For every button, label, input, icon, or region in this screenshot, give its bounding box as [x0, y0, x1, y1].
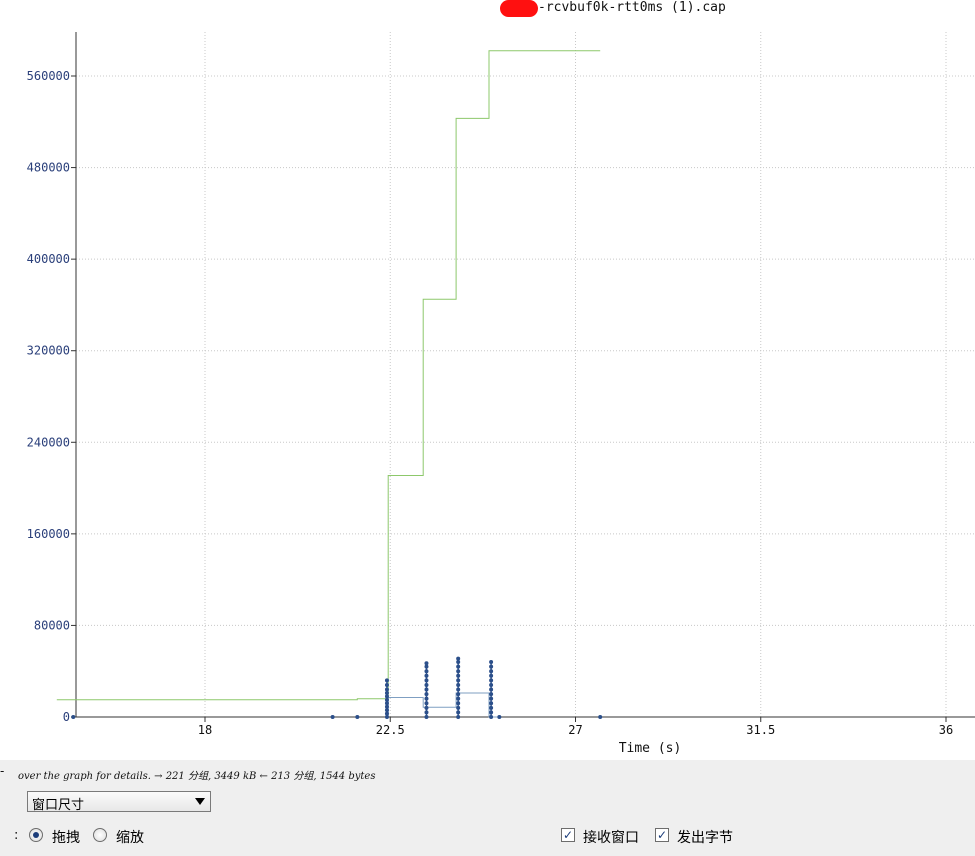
data-point [456, 687, 461, 692]
radio-drag-label[interactable]: 拖拽 [52, 830, 80, 846]
series-line-1 [387, 692, 500, 718]
data-point [456, 705, 461, 710]
row-prefix: : [14, 828, 19, 843]
data-point [598, 715, 603, 719]
data-point [424, 696, 429, 701]
series-layer [56, 50, 603, 719]
data-point [424, 701, 429, 706]
x-axis-title: Time (s) [619, 741, 682, 756]
data-point [456, 696, 461, 701]
x-tick-label: 18 [198, 723, 212, 737]
checkbox-bytes-out-label[interactable]: 发出字节 [677, 830, 733, 846]
data-point [497, 715, 502, 719]
y-tick-label: 480000 [27, 161, 70, 175]
data-point [424, 669, 429, 674]
data-point [384, 694, 389, 699]
data-point [489, 682, 494, 687]
data-point [489, 687, 494, 692]
data-point [489, 710, 494, 715]
x-tick-label: 27 [568, 723, 582, 737]
control-panel: - over the graph for details. → 221 分组, … [0, 760, 975, 856]
data-point [489, 701, 494, 706]
data-point [489, 660, 494, 665]
data-point [424, 705, 429, 710]
data-point [424, 682, 429, 687]
y-tick-label: 240000 [27, 435, 70, 449]
data-point [489, 669, 494, 674]
data-point [456, 710, 461, 715]
data-point [489, 696, 494, 701]
y-tick-label: 400000 [27, 252, 70, 266]
checkbox-rwin[interactable]: ✓ [561, 828, 575, 842]
graph-type-select[interactable]: 窗口尺寸 [27, 791, 211, 813]
axes [71, 32, 975, 722]
radio-zoom[interactable] [93, 828, 107, 842]
data-point [456, 682, 461, 687]
tick-labels: 18 22.5 27 31.5 36 0 80000 160000 240000 320000 40… [27, 69, 954, 737]
data-point [424, 715, 429, 719]
radio-zoom-label[interactable]: 缩放 [116, 830, 144, 846]
x-tick-label: 31.5 [746, 723, 775, 737]
data-point [456, 715, 461, 719]
x-tick-label: 22.5 [376, 723, 405, 737]
data-point [424, 678, 429, 683]
data-point [355, 715, 360, 719]
data-point [384, 690, 389, 695]
y-tick-label: 160000 [27, 527, 70, 541]
data-point [456, 669, 461, 674]
y-tick-label: 0 [63, 710, 70, 724]
data-point [71, 715, 76, 719]
data-point [384, 682, 389, 687]
data-point [330, 715, 335, 719]
data-point [456, 664, 461, 669]
data-point [384, 715, 389, 719]
data-point [489, 692, 494, 697]
redaction-mark [500, 0, 538, 17]
data-point [384, 697, 389, 702]
checkbox-rwin-label[interactable]: 接收窗口 [583, 830, 639, 846]
data-point [384, 711, 389, 716]
data-point [384, 678, 389, 683]
data-point [489, 705, 494, 710]
data-point [384, 708, 389, 713]
chart-title: -rcvbuf0k-rtt0ms (1).cap [538, 0, 726, 15]
data-point [489, 715, 494, 719]
data-point [489, 678, 494, 683]
hint-prefix: - [0, 764, 5, 778]
data-point [424, 661, 429, 666]
checkbox-bytes-out[interactable]: ✓ [655, 828, 669, 842]
x-tick-label: 36 [939, 723, 953, 737]
data-point [384, 687, 389, 692]
data-point [384, 704, 389, 709]
data-point [456, 692, 461, 697]
data-point [489, 673, 494, 678]
grid-lines [76, 32, 975, 717]
data-point [456, 656, 461, 661]
data-point [489, 664, 494, 669]
y-tick-label: 560000 [27, 69, 70, 83]
chart-area[interactable]: 18 22.5 27 31.5 36 0 80000 160000 240000 320000 40… [0, 0, 975, 760]
data-point [424, 687, 429, 692]
chevron-down-icon[interactable] [195, 798, 205, 805]
radio-drag[interactable] [29, 828, 43, 842]
hint-text: over the graph for details. → 221 分组, 34… [18, 771, 376, 782]
data-point [424, 710, 429, 715]
data-point [384, 701, 389, 706]
y-tick-label: 320000 [27, 344, 70, 358]
series-line-0 [56, 50, 601, 701]
data-point [456, 673, 461, 678]
data-point [424, 692, 429, 697]
data-point [456, 678, 461, 683]
graph-type-value: 窗口尺寸 [32, 798, 85, 813]
y-tick-label: 80000 [34, 618, 70, 632]
data-point [456, 660, 461, 665]
data-point [456, 701, 461, 706]
data-point [424, 664, 429, 669]
data-point [424, 673, 429, 678]
